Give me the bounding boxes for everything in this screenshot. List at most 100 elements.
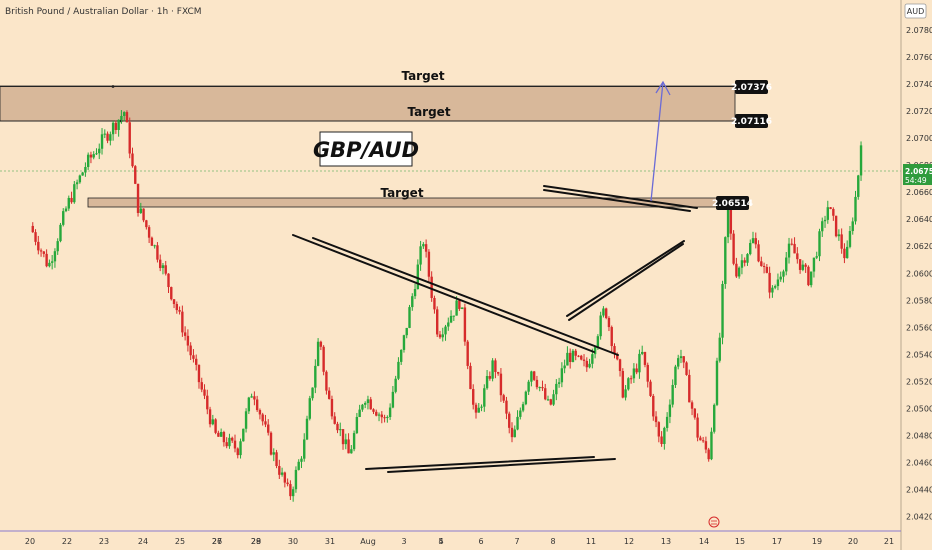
time-tick-label: 4: [438, 537, 443, 546]
candle-body: [153, 245, 156, 247]
candle-body: [834, 215, 838, 237]
candle-body: [53, 251, 57, 262]
candle-body: [413, 289, 417, 297]
candle-body: [283, 472, 287, 483]
candle-body: [366, 399, 370, 404]
candle-body: [674, 366, 677, 385]
candle-body: [696, 417, 699, 438]
candle-body: [566, 352, 569, 366]
candle-body: [369, 399, 372, 410]
time-tick-label: 19: [812, 537, 822, 546]
support-line-2[interactable]: [387, 458, 616, 473]
candle-body: [452, 315, 456, 317]
candle-body: [70, 197, 73, 203]
candle-body: [156, 245, 159, 260]
candle-body: [355, 416, 359, 434]
wedge-line-lower-2[interactable]: [568, 243, 684, 321]
candle-body: [114, 122, 118, 130]
candle-body: [291, 489, 295, 497]
candle-body: [458, 300, 461, 309]
time-tick-label: 13: [661, 537, 671, 546]
price-axis[interactable]: [902, 0, 932, 550]
candle-body: [109, 134, 112, 141]
projection-arrow[interactable]: [650, 81, 664, 202]
chart-title-box[interactable]: [319, 131, 413, 167]
price-tick-label: 2.05800: [906, 296, 932, 305]
candle-body: [195, 358, 198, 365]
candle-body: [341, 429, 345, 445]
bar-countdown: 54:49: [905, 176, 927, 185]
candle-body: [361, 404, 364, 410]
candle-body: [200, 382, 203, 390]
trendline-left-upper-2[interactable]: [312, 237, 619, 356]
candle-body: [181, 311, 184, 333]
candle-body: [668, 404, 672, 417]
candle-body: [316, 341, 320, 366]
candle-body: [466, 341, 469, 366]
candle-body: [344, 439, 347, 445]
currency-button[interactable]: [904, 3, 927, 19]
candle-body: [37, 241, 40, 251]
candle-body: [618, 359, 622, 371]
candle-body: [837, 234, 841, 237]
candle-body: [649, 381, 652, 396]
candle-body: [480, 406, 483, 408]
candle-body: [732, 233, 735, 264]
candle-body: [848, 231, 852, 247]
candle-body: [718, 337, 721, 361]
candle-body: [347, 439, 350, 454]
drawing-layer[interactable]: [292, 80, 698, 473]
candle-body: [510, 427, 514, 438]
wedge-line-lower-1[interactable]: [566, 240, 685, 317]
candle-body: [854, 196, 857, 222]
target-label: Target: [401, 69, 444, 83]
time-tick-label: 11: [586, 537, 596, 546]
candle-body: [436, 309, 439, 335]
candle-body: [319, 341, 323, 347]
candle-body: [308, 398, 311, 419]
candle-body: [375, 411, 378, 416]
candle-body: [255, 399, 259, 411]
candle-body: [405, 327, 408, 336]
candle-body: [264, 421, 267, 425]
live-price-badge: [903, 164, 932, 185]
anchor-point: [111, 85, 115, 88]
candle-body: [39, 250, 43, 252]
price-label-text: 2.06514: [712, 199, 753, 209]
candle-body: [751, 238, 755, 244]
candle-body: [721, 284, 724, 338]
candle-body: [688, 374, 691, 403]
candle-body: [793, 243, 796, 254]
wedge-line-upper-2[interactable]: [543, 189, 691, 212]
candle-body: [167, 273, 170, 288]
candle-body: [34, 232, 37, 242]
candle-body: [821, 221, 824, 232]
candle-body: [591, 354, 594, 364]
candle-body: [161, 265, 165, 269]
trendline-left-upper-1[interactable]: [292, 234, 595, 353]
target-zone-upper[interactable]: [0, 85, 736, 122]
candle-body: [652, 395, 655, 417]
symbol-header: British Pound / Australian Dollar · 1h ·…: [5, 7, 202, 17]
economic-event-icon[interactable]: [708, 516, 720, 528]
candle-body: [111, 122, 115, 135]
candle-body: [391, 391, 395, 408]
candle-body: [508, 413, 511, 428]
candle-body: [325, 371, 328, 391]
candle-body: [787, 243, 791, 258]
wedge-line-upper-1[interactable]: [543, 185, 698, 209]
support-line-1[interactable]: [365, 456, 595, 470]
candle-body: [693, 408, 697, 418]
candle-body: [147, 227, 151, 238]
time-tick-label: 14: [699, 537, 709, 546]
price-tick-label: 2.05200: [906, 377, 932, 386]
candle-body: [92, 154, 95, 158]
candle-body: [217, 432, 220, 437]
candle-body: [779, 276, 782, 280]
time-tick-label: 20: [848, 537, 858, 546]
candle-body: [588, 363, 591, 368]
candle-body: [106, 133, 109, 141]
time-tick-label: 17: [772, 537, 782, 546]
